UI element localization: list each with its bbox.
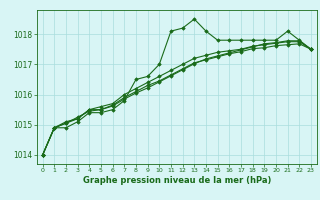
X-axis label: Graphe pression niveau de la mer (hPa): Graphe pression niveau de la mer (hPa) bbox=[83, 176, 271, 185]
